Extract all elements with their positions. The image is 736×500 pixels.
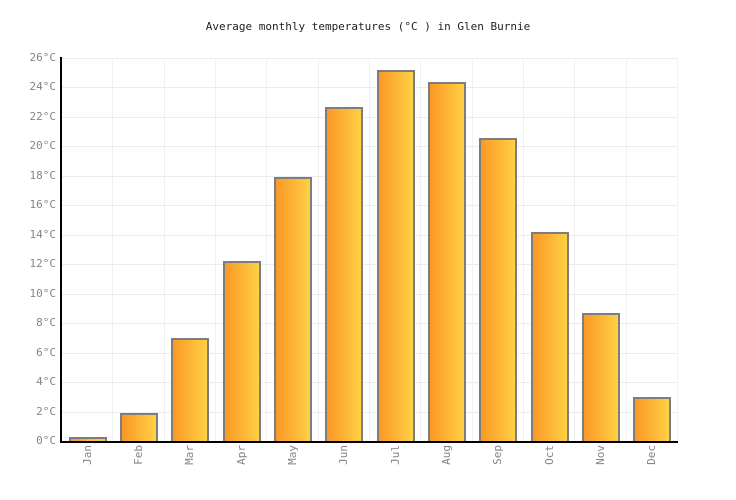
- h-gridline-12: [62, 264, 678, 266]
- v-gridline-4: [266, 58, 268, 441]
- y-tick-label-4: 4°C: [36, 375, 56, 389]
- y-tick-label-16: 16°C: [29, 198, 57, 212]
- y-tick-label-6: 6°C: [36, 345, 56, 359]
- h-gridline-22: [62, 116, 678, 118]
- h-gridline-26: [62, 58, 678, 59]
- plot-area: [62, 58, 678, 441]
- x-tick-label-apr: Apr: [234, 445, 248, 465]
- bar-oct: [530, 232, 569, 441]
- y-tick-label-0: 0°C: [36, 434, 56, 447]
- chart-title: Average monthly temperatures (°C ) in Gl…: [205, 20, 531, 33]
- y-tick-label-8: 8°C: [36, 316, 56, 330]
- y-tick-label-12: 12°C: [29, 257, 57, 271]
- bar-apr: [222, 261, 261, 441]
- v-gridline-3: [215, 58, 216, 441]
- bar-sep: [479, 138, 518, 441]
- y-tick-label-18: 18°C: [29, 168, 57, 182]
- v-gridline-12: [677, 58, 678, 441]
- x-tick-label-mar: Mar: [183, 445, 197, 465]
- h-gridline-4: [62, 382, 678, 384]
- x-tick-label-jul: Jul: [388, 445, 402, 465]
- bar-jan: [68, 437, 107, 441]
- bar-mar: [171, 338, 210, 441]
- x-tick-label-may: May: [286, 445, 299, 465]
- x-tick-label-jan: Jan: [80, 445, 94, 465]
- y-tick-label-2: 2°C: [36, 404, 56, 418]
- x-tick-label-aug: Aug: [440, 445, 453, 465]
- h-gridline-14: [62, 234, 678, 236]
- x-axis-line: [60, 441, 678, 443]
- bar-jun: [325, 107, 364, 441]
- x-tick-label-jun: Jun: [337, 445, 351, 465]
- v-gridline-8: [471, 58, 473, 441]
- y-axis-line: [60, 57, 62, 443]
- bar-nov: [582, 313, 620, 441]
- bar-jul: [376, 70, 415, 441]
- bar-aug: [428, 82, 466, 441]
- bar-feb: [120, 413, 158, 441]
- y-tick-label-24: 24°C: [29, 80, 57, 94]
- x-tick-label-nov: Nov: [594, 445, 607, 465]
- h-gridline-24: [62, 87, 678, 89]
- x-tick-label-sep: Sep: [491, 445, 505, 465]
- h-gridline-10: [62, 293, 678, 295]
- v-gridline-1: [112, 58, 114, 441]
- x-tick-label-feb: Feb: [132, 445, 145, 465]
- v-gridline-10: [574, 58, 576, 441]
- h-gridline-2: [62, 411, 678, 413]
- h-gridline-16: [62, 205, 678, 207]
- y-tick-label-22: 22°C: [29, 109, 57, 123]
- h-gridline-6: [62, 352, 678, 354]
- v-gridline-9: [523, 58, 524, 441]
- x-tick-label-oct: Oct: [542, 445, 556, 465]
- h-gridline-20: [62, 146, 678, 148]
- v-gridline-11: [625, 58, 627, 441]
- v-gridline-2: [163, 58, 165, 441]
- v-gridline-5: [317, 58, 319, 441]
- y-tick-label-14: 14°C: [29, 227, 57, 241]
- x-tick-label-dec: Dec: [645, 445, 659, 465]
- h-gridline-8: [62, 323, 678, 325]
- v-gridline-6: [369, 58, 370, 441]
- bar-dec: [633, 397, 672, 441]
- h-gridline-18: [62, 175, 678, 177]
- v-gridline-7: [420, 58, 422, 441]
- y-tick-label-10: 10°C: [29, 286, 57, 300]
- y-tick-label-20: 20°C: [29, 139, 57, 153]
- y-tick-label-26: 26°C: [29, 51, 57, 64]
- bar-may: [274, 177, 312, 441]
